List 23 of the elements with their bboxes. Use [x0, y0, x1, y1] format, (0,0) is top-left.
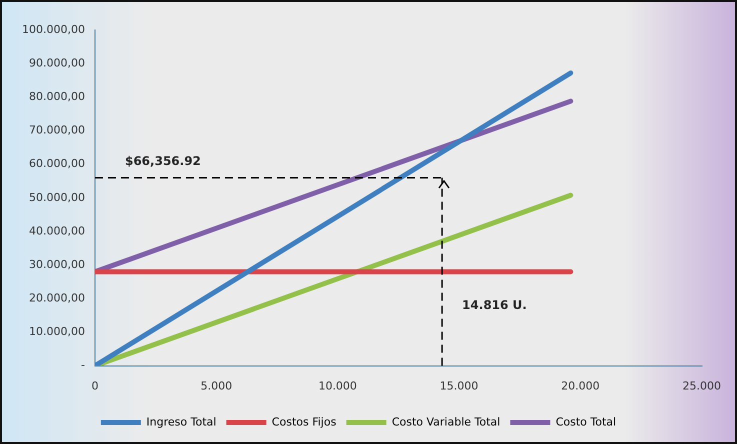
legend-label: Costo Variable Total	[392, 415, 500, 428]
y-tick-label: 100.000,00	[22, 22, 85, 36]
x-tick-label: 15.000	[440, 379, 478, 392]
x-tick-label: 5.000	[200, 379, 232, 392]
x-tick-label: 0	[91, 379, 98, 392]
x-tick-label: 25.000	[682, 379, 722, 392]
y-tick-label: 50.000,00	[28, 190, 85, 204]
y-tick-label: 40.000,00	[28, 224, 85, 238]
x-tick-label: 10.000	[318, 379, 357, 392]
x-tick-label: 20.000	[561, 379, 600, 392]
annotation: 14.816 U.	[462, 298, 527, 312]
legend-label: Ingreso Total	[146, 415, 216, 428]
y-tick-label: 10.000,00	[28, 325, 85, 338]
y-tick-label: 20.000,00	[28, 292, 85, 304]
y-tick-label: 30.000,00	[28, 258, 85, 271]
y-tick-label: -	[80, 358, 85, 372]
y-tick-label: 90.000,00	[28, 56, 85, 70]
y-tick-label: 80.000,00	[28, 90, 85, 104]
y-tick-label: 70.000,00	[28, 124, 85, 137]
annotation: $66,356.92	[124, 154, 201, 168]
legend-label: Costos Fijos	[272, 415, 337, 428]
y-tick-label: 60.000,00	[28, 157, 85, 170]
legend-label: Costo Total	[556, 415, 616, 428]
